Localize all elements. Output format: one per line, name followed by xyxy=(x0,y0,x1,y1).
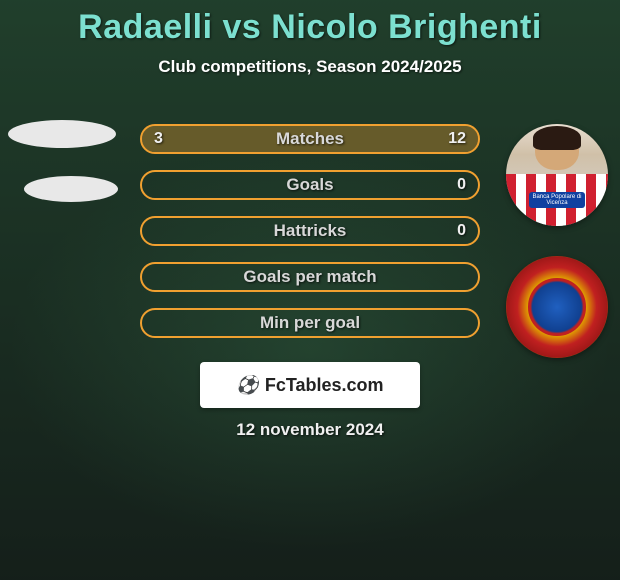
stat-row: Min per goal xyxy=(140,308,480,338)
player-photo: Banca Popolare di Vicenza xyxy=(506,124,608,226)
stat-row: Hattricks 0 xyxy=(140,216,480,246)
stat-value-right: 0 xyxy=(457,222,466,240)
stat-row: 3 Matches 12 xyxy=(140,124,480,154)
club-crest xyxy=(506,256,608,358)
date-text: 12 november 2024 xyxy=(0,420,620,440)
stat-label: Goals per match xyxy=(243,267,376,287)
page-title: Radaelli vs Nicolo Brighenti xyxy=(0,8,620,47)
stat-value-left: 3 xyxy=(154,130,163,148)
stat-value-right: 0 xyxy=(457,176,466,194)
stat-label: Matches xyxy=(276,129,344,149)
stat-label: Goals xyxy=(286,175,333,195)
placeholder-ellipse xyxy=(8,120,116,148)
comparison-bars: 3 Matches 12 Goals 0 Hattricks 0 Goals per matc… xyxy=(140,124,480,354)
left-placeholder-group xyxy=(8,120,118,230)
stat-row: Goals 0 xyxy=(140,170,480,200)
crest-graphic xyxy=(506,256,608,358)
stat-row: Goals per match xyxy=(140,262,480,292)
right-image-group: Banca Popolare di Vicenza xyxy=(506,124,608,388)
placeholder-ellipse xyxy=(24,176,118,202)
stat-label: Min per goal xyxy=(260,313,360,333)
attribution-text: FcTables.com xyxy=(265,375,384,396)
jersey-sponsor: Banca Popolare di Vicenza xyxy=(529,192,585,208)
attribution-badge: ⚽ FcTables.com xyxy=(200,362,420,408)
subtitle: Club competitions, Season 2024/2025 xyxy=(0,57,620,77)
player-portrait: Banca Popolare di Vicenza xyxy=(506,124,608,226)
attribution-icon: ⚽ xyxy=(236,375,258,396)
stat-value-right: 12 xyxy=(448,130,466,148)
stat-label: Hattricks xyxy=(274,221,347,241)
bar-fill-left xyxy=(142,126,209,152)
player-hair xyxy=(533,126,581,150)
content-root: Radaelli vs Nicolo Brighenti Club compet… xyxy=(0,0,620,580)
